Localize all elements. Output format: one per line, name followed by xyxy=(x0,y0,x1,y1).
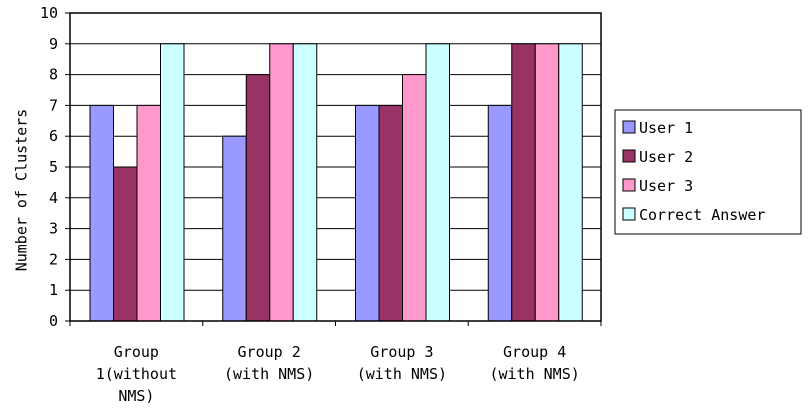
y-tick-label: 5 xyxy=(49,158,58,176)
legend-swatch-user-1 xyxy=(622,120,636,134)
category-label-3: Group 3 (with NMS) xyxy=(357,343,447,383)
y-tick-label: 6 xyxy=(49,127,58,145)
y-tick-label: 10 xyxy=(40,4,58,22)
bar-user-3-3 xyxy=(402,74,427,322)
bar-correct-answer-3 xyxy=(425,43,450,322)
legend-label-user-2: User 2 xyxy=(639,148,693,166)
y-tick-label: 0 xyxy=(49,312,58,330)
legend-swatch-user-2 xyxy=(622,149,636,163)
bar-user-1-2 xyxy=(222,135,247,322)
category-label-4: Group 4 (with NMS) xyxy=(489,343,579,383)
legend-label-correct-answer: Correct Answer xyxy=(639,206,765,224)
bar-user-2-4 xyxy=(511,43,536,322)
bar-correct-answer-1 xyxy=(160,43,185,322)
bar-user-2-2 xyxy=(245,74,271,322)
bar-user-3-2 xyxy=(269,43,294,322)
y-axis-title: Number of Clusters xyxy=(13,109,31,272)
y-tick-label: 3 xyxy=(49,220,58,238)
legend-label-user-1: User 1 xyxy=(639,119,693,137)
axes xyxy=(65,12,602,326)
legend-label-user-3: User 3 xyxy=(639,177,693,195)
legend-swatch-correct-answer xyxy=(622,207,636,221)
bar-user-1-3 xyxy=(355,104,380,322)
legend: User 1 User 2 User 3 Correct Answer xyxy=(614,109,802,235)
y-tick-labels: 0 1 2 3 4 5 6 7 8 9 10 xyxy=(40,4,58,330)
legend-box xyxy=(614,109,802,235)
y-tick-label: 8 xyxy=(49,66,58,84)
bars xyxy=(89,43,583,322)
bar-correct-answer-4 xyxy=(558,43,583,322)
bar-user-3-1 xyxy=(136,104,161,322)
category-label-2: Group 2 (with NMS) xyxy=(224,343,314,383)
y-tick-label: 7 xyxy=(49,96,58,114)
bar-user-1-4 xyxy=(487,104,513,322)
bar-correct-answer-2 xyxy=(292,43,318,322)
y-tick-label: 4 xyxy=(49,189,58,207)
bar-user-3-4 xyxy=(534,43,560,322)
legend-swatch-user-3 xyxy=(622,178,636,192)
y-tick-label: 1 xyxy=(49,281,58,299)
x-category-labels: Group 1(without NMS) Group 2 (with NMS) Group… xyxy=(96,343,580,405)
y-tick-label: 2 xyxy=(49,250,58,268)
bar-user-2-3 xyxy=(378,104,403,322)
y-tick-label: 9 xyxy=(49,35,58,53)
category-label-1: Group 1(without NMS) xyxy=(96,343,177,405)
bar-user-2-1 xyxy=(113,166,138,322)
bar-user-1-1 xyxy=(89,104,114,322)
